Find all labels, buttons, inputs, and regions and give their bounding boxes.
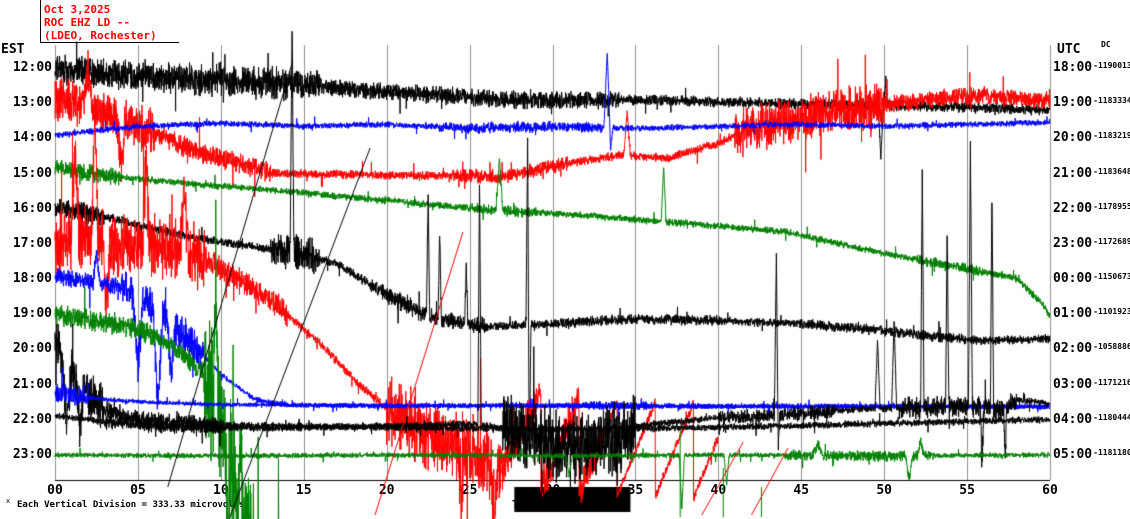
dc-offset-value: -1150673	[1093, 272, 1130, 282]
utc-time: 18:00	[1053, 60, 1093, 75]
right-time-label: 00:00-1150673	[1053, 270, 1130, 289]
right-time-label: 23:00-1172689	[1053, 235, 1130, 254]
dc-offset-value: -1171216	[1093, 377, 1130, 387]
dc-offset-value: -1183334	[1093, 96, 1130, 106]
left-time-label: 14:00	[12, 130, 52, 146]
dc-offset-value: -1181180	[1093, 447, 1130, 457]
left-time-label: 15:00	[12, 165, 52, 181]
dc-offset-value: -1101923	[1093, 307, 1130, 317]
utc-axis-label: UTC	[1057, 42, 1081, 57]
right-time-label: 21:00-1183648	[1053, 165, 1130, 184]
right-time-label: 05:00-1181180	[1053, 446, 1130, 465]
dc-offset-value: -1183219	[1093, 131, 1130, 141]
utc-time: 19:00	[1053, 95, 1093, 111]
utc-time: 01:00	[1053, 306, 1093, 322]
left-time-label: 21:00	[12, 376, 52, 392]
header-station: ROC EHZ LD --	[44, 16, 131, 29]
right-time-label: 03:00-1171216	[1053, 376, 1130, 395]
dc-offset-value: -1172689	[1093, 236, 1130, 246]
utc-time: 21:00	[1053, 165, 1093, 181]
utc-time: 20:00	[1053, 130, 1093, 146]
left-time-label: 22:00	[12, 411, 52, 427]
left-time-label: 20:00	[12, 341, 52, 357]
header-location: (LDEO, Rochester)	[44, 29, 157, 42]
dc-axis-label: DC	[1101, 40, 1111, 49]
utc-time: 22:00	[1053, 200, 1093, 216]
left-time-label: 23:00	[12, 446, 52, 462]
right-time-label: 01:00-1101923	[1053, 305, 1130, 324]
dc-offset-value: -1180444	[1093, 412, 1130, 422]
utc-time: 02:00	[1053, 341, 1093, 357]
dc-offset-value: -1190013	[1093, 61, 1130, 70]
right-time-label: 02:00-1058886	[1053, 340, 1130, 359]
dc-offset-value: -1058886	[1093, 342, 1130, 352]
utc-time: 04:00	[1053, 411, 1093, 427]
left-time-label: 16:00	[12, 200, 52, 216]
right-time-label: 04:00-1180444	[1053, 411, 1130, 430]
station-header: Oct 3,2025 ROC EHZ LD -- (LDEO, Rocheste…	[40, 0, 179, 43]
dc-offset-value: -1178955	[1093, 201, 1130, 211]
utc-time: 23:00	[1053, 235, 1093, 251]
utc-time: 00:00	[1053, 271, 1093, 287]
left-time-label: 12:00	[12, 60, 52, 75]
right-time-label: 20:00-1183219	[1053, 129, 1130, 148]
left-time-label: 18:00	[12, 271, 52, 287]
dc-offset-value: -1183648	[1093, 166, 1130, 176]
left-time-label: 13:00	[12, 95, 52, 111]
utc-time: 05:00	[1053, 446, 1093, 462]
left-time-label: 19:00	[12, 306, 52, 322]
right-time-label: 22:00-1178955	[1053, 200, 1130, 219]
right-time-label: 18:00-1190013	[1053, 59, 1130, 78]
utc-time: 03:00	[1053, 376, 1093, 392]
est-axis-label: EST	[1, 42, 25, 57]
right-time-label: 19:00-1183334	[1053, 94, 1130, 113]
left-time-label: 17:00	[12, 235, 52, 251]
header-date: Oct 3,2025	[44, 3, 111, 16]
